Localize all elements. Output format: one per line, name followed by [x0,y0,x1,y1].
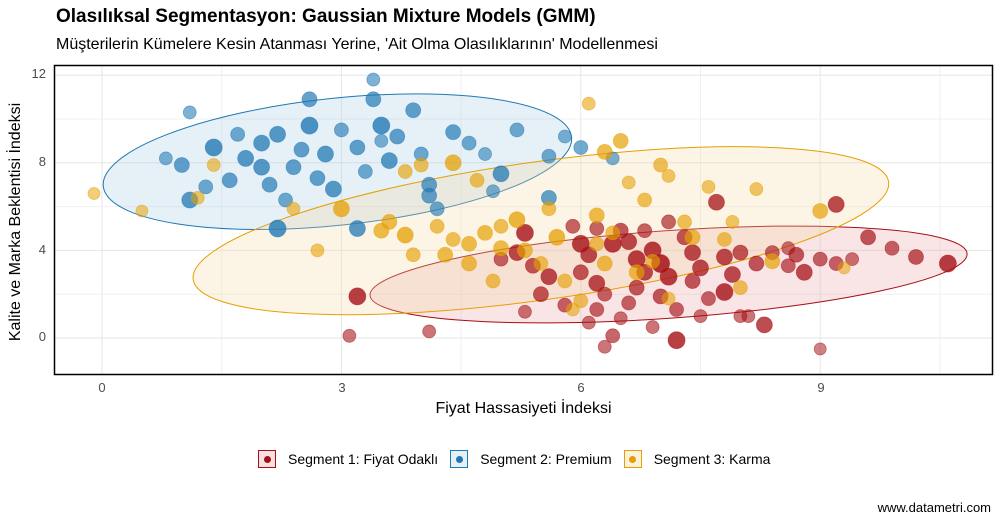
legend-key-segment-2 [450,450,469,468]
data-points [87,72,957,356]
dot-icon [455,455,463,463]
plot-frame [53,64,994,376]
chart-subtitle: Müşterilerin Kümelere Kesin Atanması Yer… [56,36,658,53]
y-tick-0: 0 [38,329,46,344]
dot-icon [629,455,637,463]
y-tick-8: 8 [38,154,46,169]
x-tick-3: 3 [338,380,346,395]
source-credit: www.datametri.com [877,500,991,515]
legend-label: Segment 1: Fiyat Odaklı [288,451,439,467]
legend-label: Segment 2: Premium [480,451,612,467]
x-axis-label: Fiyat Hassasiyeti İndeksi [435,400,612,417]
x-tick-6: 6 [577,380,585,395]
x-tick-9: 9 [817,380,825,395]
legend-item-segment-1[interactable]: Segment 1: Fiyat Odaklı [258,450,438,468]
dot-icon [263,455,271,463]
legend-item-segment-3[interactable]: Segment 3: Karma [623,450,771,468]
legend-key-segment-1 [258,450,276,468]
legend: Segment 1: Fiyat Odaklı Segment 2: Premi… [258,450,782,468]
legend-key-segment-3 [623,450,642,468]
chart-title: Olasılıksal Segmentasyon: Gaussian Mixtu… [56,6,596,27]
legend-item-segment-2[interactable]: Segment 2: Premium [450,450,612,468]
legend-label: Segment 3: Karma [653,451,771,467]
y-tick-4: 4 [38,242,46,257]
y-tick-12: 12 [31,66,46,81]
x-tick-0: 0 [98,380,106,395]
